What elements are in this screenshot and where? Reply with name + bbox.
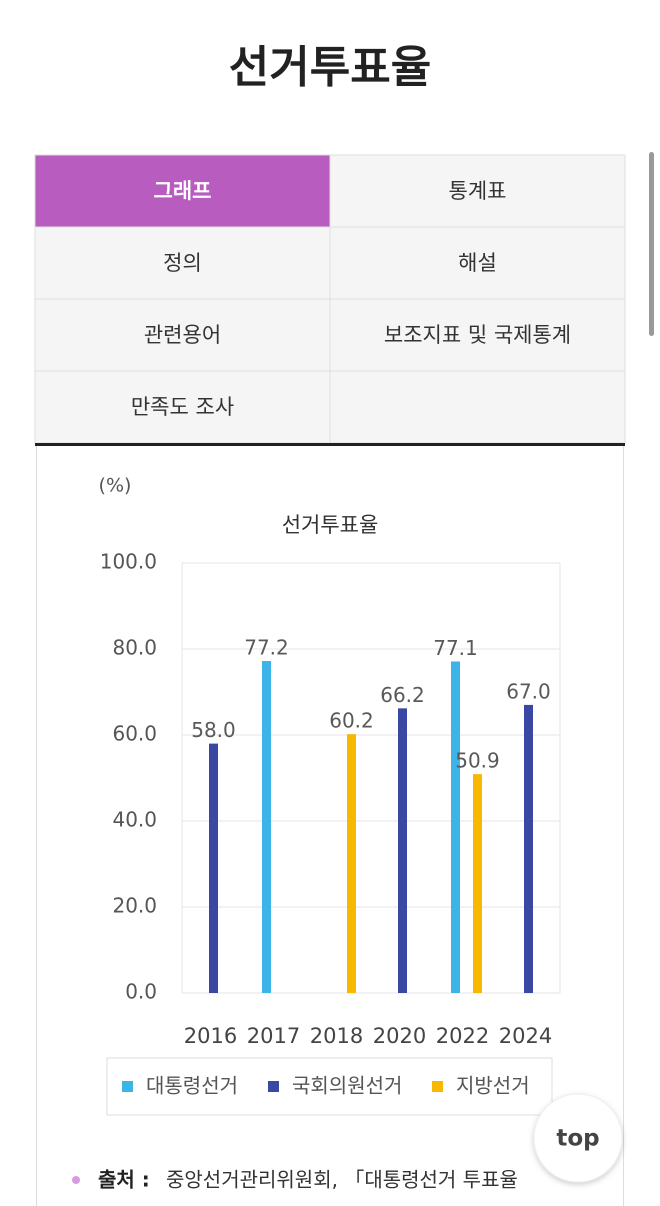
x-tick-label: 2018 (310, 1024, 363, 1048)
data-label: 67.0 (506, 679, 551, 703)
tab-cell[interactable] (34, 298, 331, 372)
bar (524, 704, 533, 993)
x-tick-label: 2022 (436, 1024, 489, 1048)
top-button-circle[interactable] (533, 1093, 623, 1183)
tab-cell[interactable] (34, 226, 331, 300)
data-label: 58.0 (191, 718, 236, 742)
tab-label[interactable]: 정의 (163, 251, 202, 275)
y-tick-label: 0.0 (125, 980, 157, 1004)
x-tick-label: 2017 (247, 1024, 300, 1048)
y-axis-unit: (%) (99, 475, 132, 497)
legend-swatch (432, 1081, 443, 1092)
x-tick-label: 2016 (184, 1024, 237, 1048)
data-label: 77.1 (433, 636, 478, 660)
tab-cell[interactable] (329, 154, 626, 228)
tab-label[interactable]: 통계표 (449, 179, 507, 203)
bullet (72, 1176, 80, 1184)
tab-cell[interactable] (329, 298, 626, 372)
tab-label[interactable]: 해설 (458, 251, 497, 275)
page-title: 선거투표율 (229, 42, 431, 93)
bar (347, 734, 356, 993)
chart: (%) 선거투표율 0.0 20.0 40.0 60.0 80.0 100.0 2016 20… (99, 475, 561, 1116)
scrollbar (649, 152, 654, 336)
x-tick-label: 2024 (499, 1024, 552, 1048)
tab-label[interactable]: 만족도 조사 (131, 395, 234, 419)
chart-title: 선거투표율 (282, 513, 379, 537)
y-tick-label: 60.0 (112, 722, 157, 746)
legend-label: 국회의원선거 (292, 1074, 402, 1098)
data-label: 60.2 (329, 709, 374, 733)
data-label: 66.2 (380, 683, 425, 707)
legend-label: 대통령선거 (146, 1074, 238, 1098)
y-tick-label: 40.0 (112, 808, 157, 832)
bar (473, 774, 482, 993)
x-tick-label: 2020 (373, 1024, 426, 1048)
top-button[interactable]: top (533, 1093, 623, 1183)
legend (106, 1057, 553, 1116)
legend-swatch (268, 1081, 279, 1092)
bar (209, 743, 218, 993)
data-label: 77.2 (244, 636, 289, 660)
legend-label: 지방선거 (456, 1074, 530, 1098)
y-tick-label: 100.0 (100, 550, 157, 574)
tab-cell (329, 370, 626, 444)
bar (398, 708, 407, 993)
bar (451, 661, 460, 993)
legend-swatch (122, 1081, 133, 1092)
y-tick-label: 80.0 (112, 636, 157, 660)
tab-label[interactable]: 보조지표 및 국제통계 (384, 323, 571, 347)
plot-area (181, 562, 561, 994)
tab-label[interactable]: 관련용어 (144, 323, 221, 347)
top-button-label[interactable]: top (556, 1126, 599, 1152)
data-label: 50.9 (455, 749, 500, 773)
tab-cell[interactable] (34, 154, 331, 228)
y-tick-label: 20.0 (112, 894, 157, 918)
source-text: 중앙선거관리위원회, 「대통령선거 투표율 (166, 1168, 518, 1192)
tab-label[interactable]: 그래프 (154, 179, 212, 203)
tab-cell[interactable] (329, 226, 626, 300)
bar (262, 661, 271, 993)
source-label: 출처 : (98, 1168, 150, 1192)
